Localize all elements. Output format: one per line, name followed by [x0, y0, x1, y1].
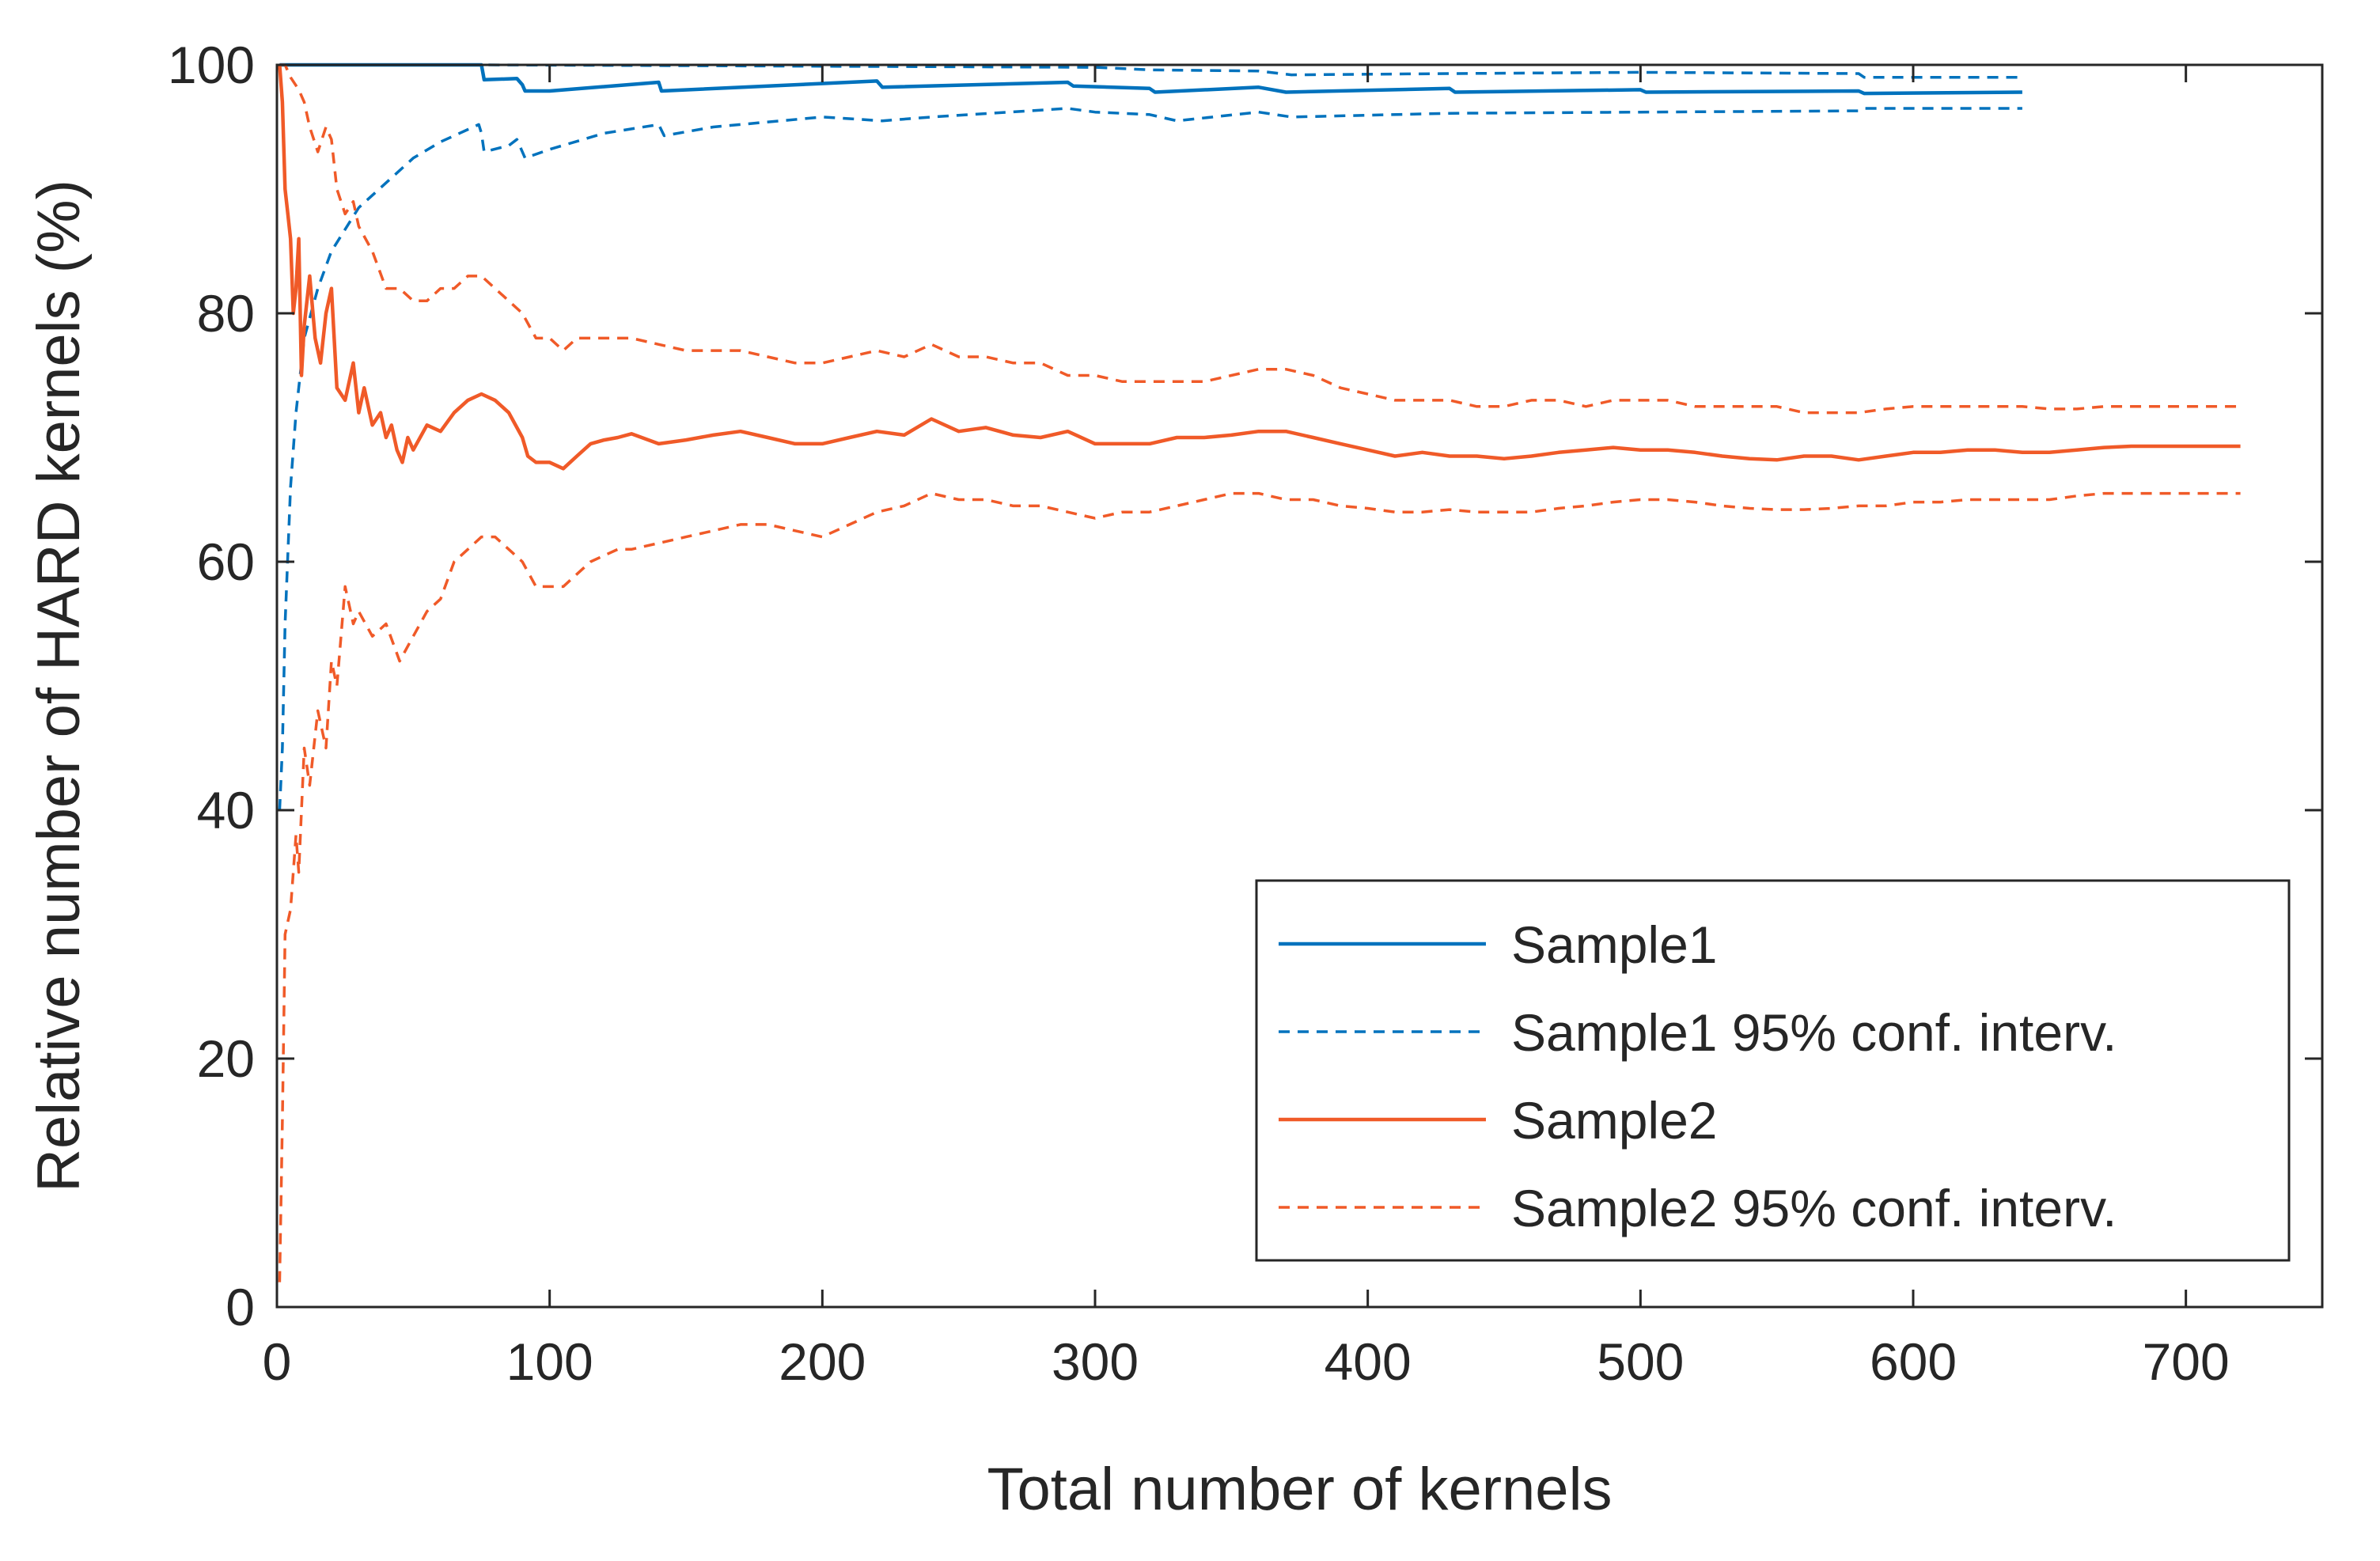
- y-tick-label: 100: [168, 36, 255, 94]
- legend-label: Sample1: [1511, 915, 1718, 974]
- series-line-4: [278, 64, 2241, 471]
- y-axis-label: Relative number of HARD kernels (%): [25, 180, 93, 1192]
- legend-label: Sample2 95% conf. interv.: [1511, 1179, 2117, 1237]
- y-tick-label: 0: [225, 1278, 255, 1336]
- legend-label: Sample2: [1511, 1091, 1718, 1150]
- x-tick-label: 100: [506, 1332, 593, 1391]
- y-tick-label: 20: [197, 1029, 255, 1088]
- plot-lines: [278, 63, 2241, 1283]
- x-tick-label: 400: [1325, 1332, 1412, 1391]
- x-tick-label: 600: [1870, 1332, 1957, 1391]
- y-tick-label: 60: [197, 532, 255, 591]
- x-tick-label: 500: [1597, 1332, 1684, 1391]
- x-tick-label: 700: [2143, 1332, 2230, 1391]
- series-line-5: [279, 63, 2241, 415]
- x-tick-label: 300: [1052, 1332, 1139, 1391]
- plot-area-frame: [275, 63, 2324, 1309]
- x-axis: 0 100 200 300 400 500 600 700: [263, 65, 2230, 1391]
- x-axis-label: Total number of kernels: [987, 1456, 1613, 1523]
- legend-label: Sample1 95% conf. interv.: [1511, 1003, 2117, 1062]
- y-axis: 0 20 40 60 80 100: [168, 36, 2322, 1336]
- y-tick-label: 40: [197, 781, 255, 839]
- x-tick-label: 0: [263, 1332, 292, 1391]
- series-line-3: [278, 107, 2022, 811]
- y-tick-label: 80: [197, 284, 255, 343]
- legend: Sample1 Sample1 95% conf. interv. Sample2 S…: [1255, 879, 2291, 1262]
- x-tick-label: 200: [779, 1332, 866, 1391]
- series-line-2: [279, 63, 2022, 79]
- series-line-1: [279, 63, 2022, 96]
